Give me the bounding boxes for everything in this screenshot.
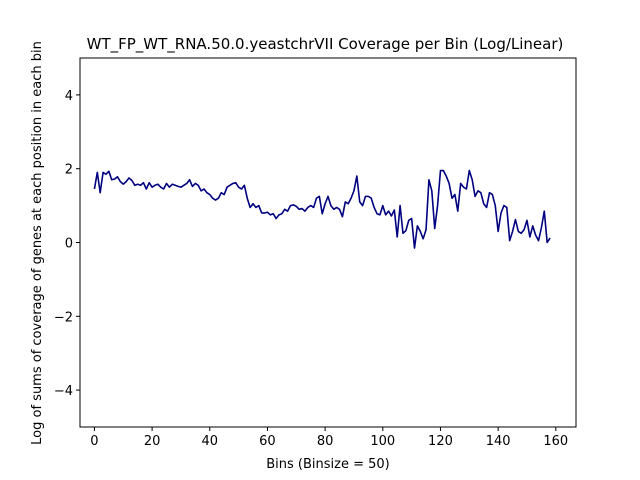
x-tick-label: 100 — [370, 434, 395, 449]
y-tick-label: 2 — [65, 163, 73, 178]
x-tick-label: 40 — [201, 434, 218, 449]
x-axis-label: Bins (Binsize = 50) — [266, 457, 390, 472]
chart-title: WT_FP_WT_RNA.50.0.yeastchrVII Coverage p… — [87, 35, 564, 54]
x-tick-label: 120 — [428, 434, 453, 449]
y-tick-label: −4 — [54, 384, 73, 399]
x-tick-label: 60 — [259, 434, 276, 449]
x-tick-label: 140 — [486, 434, 511, 449]
x-tick-label: 20 — [144, 434, 161, 449]
y-tick-label: −2 — [54, 310, 73, 325]
x-tick-label: 80 — [317, 434, 334, 449]
x-tick-label: 0 — [90, 434, 98, 449]
y-axis-label: Log of sums of coverage of genes at each… — [30, 41, 45, 445]
y-tick-label: 4 — [65, 89, 73, 104]
y-tick-label: 0 — [65, 237, 73, 252]
x-tick-label: 160 — [543, 434, 568, 449]
